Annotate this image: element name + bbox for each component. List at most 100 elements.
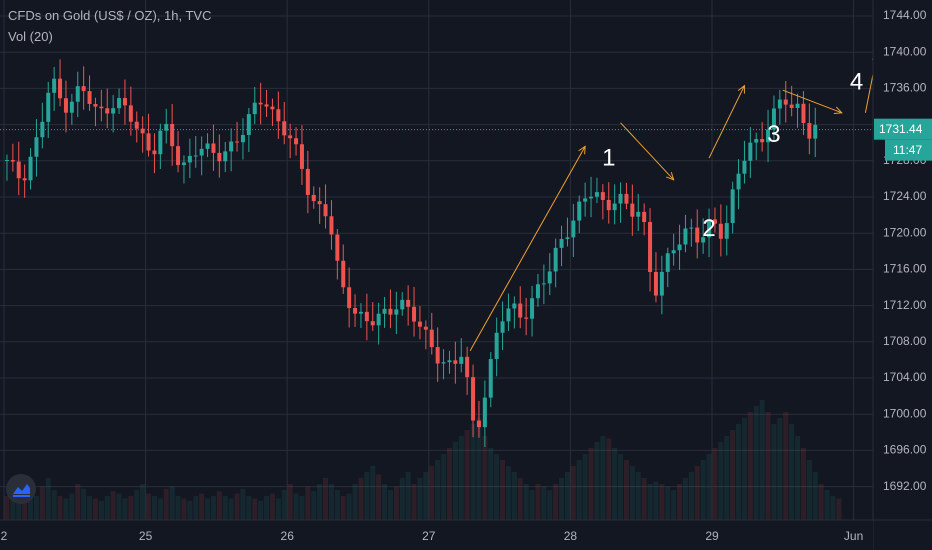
candle-body [530, 298, 535, 319]
volume-bar [10, 498, 16, 520]
volume-bar [665, 486, 671, 520]
volume-bar [753, 406, 759, 520]
volume-bar [641, 478, 647, 520]
candle-body [235, 141, 240, 143]
candle-body [453, 360, 458, 364]
volume-bar [806, 460, 812, 520]
volume-bar [458, 436, 464, 520]
candle-body [128, 105, 133, 122]
time-tick-label: 29 [705, 529, 719, 543]
candle-body [801, 103, 806, 124]
candle-body [264, 104, 269, 107]
candle-body [577, 201, 582, 221]
label-layer: 1 2 3 4 [602, 68, 863, 242]
volume-bar [824, 490, 830, 520]
candle-body [370, 321, 375, 326]
volume-bar [151, 496, 157, 520]
candle-body [512, 303, 517, 309]
volume-bar [216, 491, 222, 520]
volume-bar [582, 454, 588, 520]
volume-bar [140, 484, 146, 520]
candle-body [795, 103, 800, 108]
time-tick-label: 26 [281, 529, 295, 543]
candle-body [364, 311, 369, 322]
candle-body [81, 86, 86, 92]
candle-body [140, 128, 145, 134]
grid-layer [0, 0, 873, 520]
volume-bar [264, 496, 270, 520]
candle-body [75, 86, 80, 102]
volume-bar [600, 436, 606, 520]
candle-body [642, 211, 647, 223]
volume-bar [87, 496, 93, 520]
candle-body [93, 103, 98, 107]
candle-body [417, 321, 422, 327]
volume-bar [98, 500, 104, 520]
volume-bar [659, 484, 665, 520]
tradingview-logo-icon[interactable] [6, 474, 36, 504]
candle-body [565, 237, 570, 239]
price-tick-label: 1696.00 [883, 443, 927, 457]
volume-bar [747, 412, 753, 520]
volume-bar [623, 460, 629, 520]
candle-body [559, 238, 564, 248]
candle-layer [4, 59, 818, 448]
volume-bar [387, 490, 393, 520]
volume-bar [45, 478, 51, 520]
volume-bar [210, 496, 216, 520]
candle-body [323, 204, 328, 217]
volume-bar [104, 496, 110, 520]
candle-body [176, 146, 181, 166]
candle-body [382, 308, 387, 314]
volume-bar [281, 490, 287, 520]
candle-body [52, 78, 57, 93]
volume-bar [181, 498, 187, 520]
wave-label: 1 [602, 144, 615, 171]
volume-bar [405, 472, 411, 520]
volume-bar [128, 496, 134, 520]
last-price-tag [874, 118, 932, 140]
price-tick-label: 1724.00 [883, 189, 927, 203]
candle-body [412, 306, 417, 322]
volume-bar [340, 496, 346, 520]
candle-body [695, 227, 700, 243]
candle-body [488, 359, 493, 398]
candle-body [813, 124, 818, 139]
volume-bar [234, 493, 240, 520]
volume-bar [92, 498, 98, 520]
candle-body [240, 134, 245, 143]
trend-arrow-head [737, 84, 745, 94]
candle-body [258, 102, 263, 105]
volume-bar [771, 424, 777, 520]
candle-body [736, 173, 741, 190]
symbol-legend[interactable]: CFDs on Gold (US$ / OZ), 1h, TVC [8, 8, 212, 23]
candle-body [636, 211, 641, 217]
candle-body [311, 194, 316, 202]
candle-body [583, 198, 588, 202]
volume-bar [317, 484, 323, 520]
candle-body [671, 250, 676, 254]
candle-body [122, 98, 127, 106]
candle-body [482, 397, 487, 428]
volume-bar [830, 496, 836, 520]
volume-legend[interactable]: Vol (20) [8, 29, 53, 44]
candle-body [69, 101, 74, 113]
price-tick-label: 1740.00 [883, 44, 927, 58]
volume-bar [777, 418, 783, 520]
volume-bar [187, 500, 193, 520]
candle-body [730, 189, 735, 224]
candle-body [134, 121, 139, 129]
candle-body [34, 137, 39, 157]
candle-body [358, 311, 363, 314]
candle-body [87, 91, 92, 104]
volume-bar [411, 484, 417, 520]
candle-body [500, 321, 505, 333]
candle-body [541, 283, 546, 285]
price-axis [873, 0, 932, 550]
candle-body [305, 168, 310, 195]
volume-bar [429, 466, 435, 520]
candle-body [594, 192, 599, 197]
